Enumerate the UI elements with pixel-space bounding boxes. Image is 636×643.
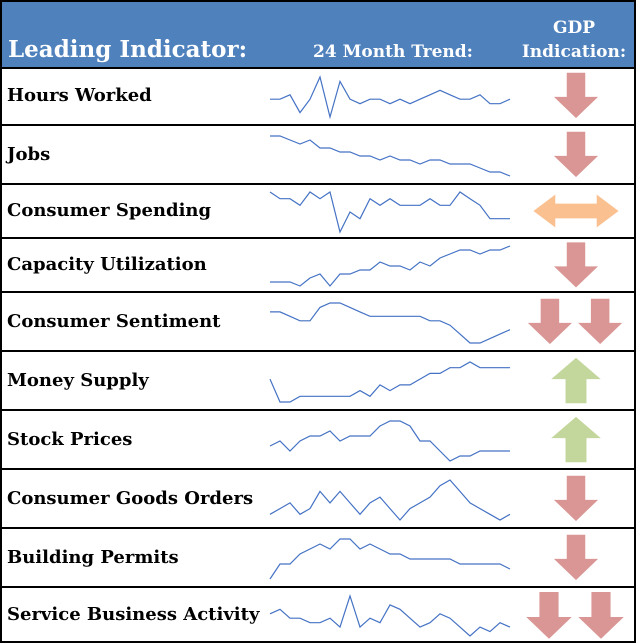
down-arrow-icon [551,241,601,289]
indicator-label: Hours Worked [7,84,152,106]
table-row: Building Permits [2,529,634,588]
down-arrow-icon [551,533,601,582]
gdp-indication [551,71,601,120]
trend-sparkline [269,593,511,637]
gdp-indication [523,591,627,641]
down-arrow-icon [575,591,627,641]
down-arrow-icon [551,71,601,120]
trend-line [269,360,510,403]
gdp-heading: GDP [552,18,596,38]
trend-line [269,537,511,579]
trend-line [270,134,511,177]
trend-sparkline [270,134,511,177]
trend-line [269,478,511,521]
down-arrow-icon [523,591,575,641]
trend-line [270,74,511,119]
gdp-indication-heading: GDP Indication: [518,16,630,64]
trend-sparkline [270,74,511,119]
table-header: Leading Indicator: 24 Month Trend: GDP I… [2,2,634,69]
table-row: Consumer Goods Orders [2,470,634,529]
indication-heading: Indication: [521,42,627,62]
table-row: Money Supply [2,352,634,411]
trend-sparkline [269,537,511,579]
trend-line [269,191,510,234]
indicator-label: Consumer Goods Orders [7,487,254,509]
table-row: Hours Worked [2,67,634,126]
down-arrow-icon [525,297,575,346]
table-row: Service Business Activity [2,588,634,643]
trend-sparkline [269,360,510,403]
indicator-label: Capacity Utilization [7,254,207,275]
trend-sparkline [269,419,510,462]
table-row: Stock Prices [2,411,634,470]
down-arrow-icon [551,130,601,179]
indicator-label: Money Supply [7,369,149,391]
down-arrow-icon [575,297,625,346]
trend-sparkline [270,301,511,344]
trend-line [269,419,510,462]
trend-line [270,245,511,287]
indicator-label: Building Permits [7,546,179,568]
gdp-indication [525,297,625,346]
table-row: Capacity Utilization [2,239,634,293]
up-arrow-icon [548,356,604,405]
table-row: Consumer Sentiment [2,293,634,352]
left-right-arrow-icon [531,192,621,230]
down-arrow-icon [551,474,601,523]
table-row: Consumer Spending [2,185,634,239]
leading-indicator-heading: Leading Indicator: [8,36,248,63]
up-arrow-icon [548,415,604,464]
gdp-indication [531,192,621,230]
trend-sparkline [269,191,510,234]
gdp-indication [551,130,601,179]
indicator-label: Stock Prices [7,428,133,450]
trend-sparkline [269,478,511,521]
indicator-label: Jobs [7,143,51,165]
gdp-indication [548,356,604,405]
indicator-label: Consumer Spending [7,200,212,221]
gdp-indication [548,415,604,464]
trend-sparkline [270,245,511,287]
trend-heading: 24 Month Trend: [313,42,473,62]
trend-line [269,593,511,637]
table-row: Jobs [2,126,634,185]
gdp-indication [551,533,601,582]
indicator-label: Service Business Activity [7,603,260,625]
indicator-label: Consumer Sentiment [7,310,221,332]
gdp-indication [551,241,601,289]
trend-line [270,301,511,344]
gdp-indication [551,474,601,523]
